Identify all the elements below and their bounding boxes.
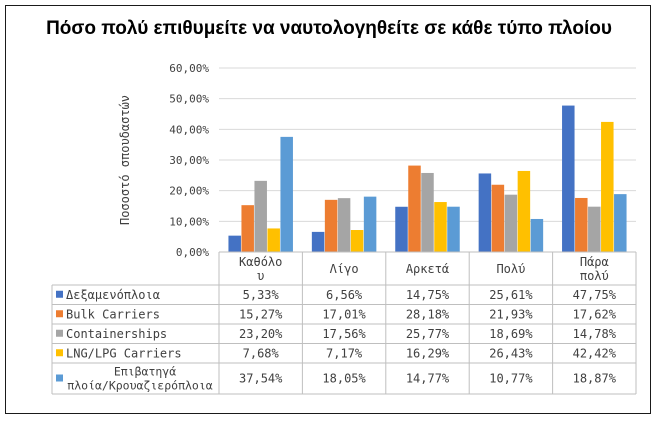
data-label: 37,54% — [239, 372, 283, 386]
bar — [478, 173, 492, 252]
y-tick-label: 20,00% — [169, 185, 209, 198]
data-label: 28,18% — [406, 307, 450, 321]
data-label: 47,75% — [573, 288, 617, 302]
legend-key — [56, 349, 63, 357]
bar — [324, 199, 338, 252]
bar — [517, 170, 531, 252]
data-label: 10,77% — [489, 372, 533, 386]
x-tick-label: Πάρα — [580, 255, 609, 269]
data-label: 5,33% — [243, 288, 280, 302]
data-label: 16,29% — [406, 346, 450, 360]
y-tick-label: 0,00% — [176, 246, 209, 259]
bar — [350, 230, 364, 252]
bar — [280, 136, 293, 252]
x-tick-label: Αρκετά — [406, 262, 449, 276]
data-label: 18,87% — [573, 372, 617, 386]
legend-key — [56, 310, 63, 318]
data-label: 15,27% — [239, 307, 283, 321]
data-label: 7,68% — [243, 346, 280, 360]
legend-key — [56, 290, 63, 298]
data-label: 18,69% — [489, 327, 533, 341]
bar — [395, 206, 408, 252]
y-tick-label: 30,00% — [169, 154, 209, 167]
bar — [337, 198, 351, 252]
bar — [504, 194, 518, 252]
data-label: 14,77% — [406, 372, 450, 386]
data-label: 23,20% — [239, 327, 283, 341]
bar — [491, 184, 505, 252]
data-label: 21,93% — [489, 307, 533, 321]
chart-title: Πόσο πολύ επιθυμείτε να ναυτολογηθείτε σ… — [46, 18, 612, 39]
bar — [228, 235, 241, 252]
data-label: 14,75% — [406, 288, 450, 302]
data-label: 26,43% — [489, 346, 533, 360]
y-tick-label: 40,00% — [169, 123, 209, 136]
bar — [311, 231, 325, 252]
data-label: 18,05% — [322, 372, 366, 386]
bar — [434, 202, 447, 252]
legend-label: LNG/LPG Carriers — [66, 346, 182, 360]
x-tick-label: Λίγο — [330, 262, 359, 276]
y-tick-label: 10,00% — [169, 215, 209, 228]
legend-label: Επιβατηγά — [114, 365, 176, 379]
bar — [530, 218, 544, 252]
bar — [562, 105, 575, 252]
data-label: 6,56% — [326, 288, 363, 302]
y-tick-label: 50,00% — [169, 93, 209, 106]
bar — [363, 196, 377, 252]
data-label: 17,56% — [322, 327, 366, 341]
legend-label: Δεξαμενόπλοια — [66, 288, 160, 302]
bar — [601, 121, 614, 252]
data-label: 7,17% — [326, 346, 363, 360]
bar — [575, 197, 588, 252]
x-tick-label: Καθόλο — [239, 255, 282, 269]
legend-label: Containerships — [66, 327, 167, 341]
bar — [421, 172, 434, 252]
bar — [408, 165, 421, 252]
x-tick-label: πολύ — [580, 269, 609, 283]
legend-label: Bulk Carriers — [66, 307, 160, 321]
bar — [614, 194, 627, 252]
legend-key — [56, 329, 63, 337]
data-label: 42,42% — [573, 346, 617, 360]
bar — [447, 206, 460, 252]
data-label: 14,78% — [573, 327, 617, 341]
x-tick-label: Πολύ — [496, 262, 525, 276]
data-label: 25,61% — [489, 288, 533, 302]
y-tick-label: 60,00% — [169, 62, 209, 75]
y-axis-title: Ποσοστό σπουδαστών — [118, 95, 132, 225]
bar — [588, 206, 601, 252]
data-label: 25,77% — [406, 327, 450, 341]
bar — [254, 180, 267, 252]
bar — [267, 228, 280, 252]
legend-key — [56, 374, 63, 382]
data-label: 17,62% — [573, 307, 617, 321]
legend-label: πλοία/Κρουαζιερόπλοια — [67, 379, 212, 393]
x-tick-label: υ — [257, 269, 264, 283]
bar — [241, 205, 254, 252]
data-label: 17,01% — [322, 307, 366, 321]
